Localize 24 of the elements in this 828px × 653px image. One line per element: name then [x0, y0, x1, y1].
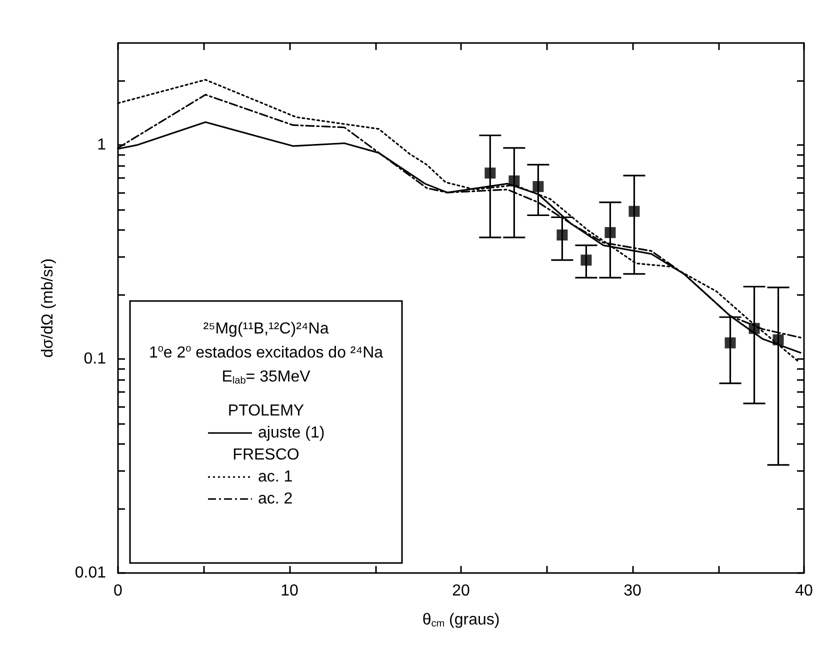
point [484, 168, 496, 179]
y-tick-label: 1 [97, 136, 106, 154]
point [580, 254, 592, 266]
point [532, 181, 544, 192]
annotation: FRESCO [232, 446, 300, 464]
legend-label: ac. 2 [258, 490, 293, 508]
point [772, 334, 784, 346]
legend-label: ac. 1 [258, 468, 293, 486]
legend-label: ajuste (1) [258, 424, 325, 442]
x-tick-label: 40 [795, 582, 813, 600]
y-axis-title: dσ/dΩ (mb/sr) [40, 258, 56, 358]
point [748, 322, 760, 334]
x-tick-label: 10 [280, 582, 298, 600]
point [556, 229, 568, 240]
point [724, 337, 736, 348]
y-tick-label: 0.1 [84, 350, 106, 368]
point [628, 206, 640, 217]
annotation: PTOLEMY [228, 402, 304, 420]
y-tick-label: 0.01 [74, 564, 106, 582]
point [604, 227, 616, 238]
x-tick-label: 20 [452, 582, 470, 600]
x-tick-label: 30 [624, 582, 642, 600]
x-tick-label: 0 [114, 582, 123, 600]
point [508, 175, 520, 186]
